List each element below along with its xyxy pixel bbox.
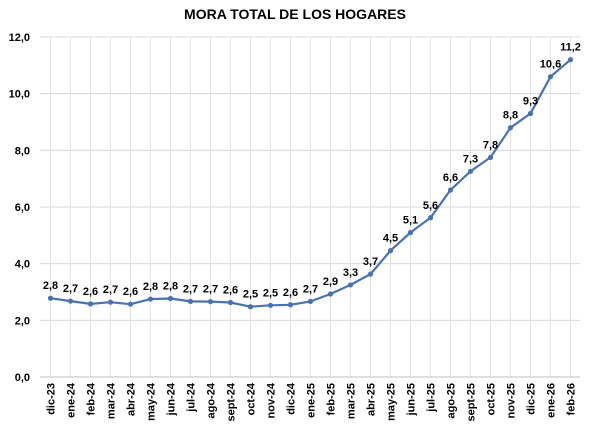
- y-tick-label: 0,0: [15, 372, 30, 384]
- data-point: [407, 229, 414, 236]
- x-tick-label: jun-25: [406, 383, 418, 416]
- x-tick-label: abr-24: [126, 382, 138, 416]
- data-label: 6,6: [443, 172, 458, 184]
- x-tick-label: dic-25: [526, 383, 538, 415]
- x-tick-label: jul-24: [186, 382, 198, 413]
- data-label: 2,7: [63, 283, 78, 295]
- x-tick-label: oct-24: [246, 382, 258, 415]
- data-label: 2,7: [203, 284, 218, 296]
- data-label: 10,6: [540, 59, 561, 71]
- data-point: [387, 248, 394, 254]
- data-point: [467, 168, 474, 174]
- data-label: 2,5: [263, 287, 278, 299]
- data-label: 2,7: [183, 283, 198, 295]
- data-label: 7,8: [483, 139, 498, 151]
- data-label: 5,6: [423, 200, 438, 212]
- data-label: 5,1: [403, 215, 418, 227]
- data-label: 2,9: [323, 276, 338, 288]
- data-point: [187, 298, 194, 304]
- data-label: 8,8: [503, 110, 518, 122]
- data-point: [527, 110, 534, 117]
- data-point: [207, 299, 214, 305]
- y-tick-label: 2,0: [15, 315, 30, 327]
- data-point: [507, 125, 514, 131]
- data-point: [567, 57, 574, 63]
- data-point: [147, 296, 154, 302]
- data-point: [427, 215, 434, 221]
- x-tick-label: sept-24: [226, 382, 238, 421]
- data-label: 2,6: [123, 286, 138, 298]
- data-label: 2,8: [143, 281, 158, 293]
- x-tick-label: oct-25: [486, 383, 498, 415]
- x-tick-label: jul-25: [426, 383, 438, 413]
- data-label: 2,6: [223, 284, 238, 296]
- x-tick-label: abr-25: [366, 383, 378, 416]
- x-tick-label: dic-23: [46, 383, 58, 415]
- data-label: 3,3: [343, 267, 358, 279]
- data-label: 2,5: [243, 289, 258, 301]
- data-label: 3,7: [363, 256, 378, 268]
- data-point: [367, 271, 374, 277]
- y-tick-label: 12,0: [9, 32, 30, 44]
- data-point: [347, 282, 354, 288]
- x-tick-label: nov-25: [506, 383, 518, 418]
- x-tick-label: may-24: [146, 382, 158, 421]
- x-tick-label: sept-25: [466, 383, 478, 422]
- data-point: [87, 301, 94, 307]
- data-point: [247, 304, 254, 310]
- chart-title: MORA TOTAL DE LOS HOGARES: [184, 6, 406, 22]
- x-tick-label: may-25: [386, 383, 398, 421]
- data-label: 2,8: [43, 280, 58, 292]
- data-label: 7,3: [463, 153, 478, 165]
- data-label: 9,3: [523, 96, 538, 108]
- x-tick-label: feb-26: [566, 383, 578, 415]
- y-tick-label: 6,0: [15, 202, 30, 214]
- data-label: 2,6: [283, 287, 298, 299]
- x-tick-label: jun-24: [166, 382, 178, 416]
- y-tick-label: 8,0: [15, 145, 30, 157]
- data-point: [67, 298, 74, 304]
- data-label: 4,5: [383, 233, 398, 245]
- y-tick-label: 10,0: [9, 89, 30, 101]
- x-tick-label: ago-25: [446, 383, 458, 418]
- data-point: [547, 74, 554, 80]
- data-point: [47, 295, 54, 301]
- x-tick-label: ene-25: [306, 383, 318, 418]
- data-point: [327, 291, 334, 297]
- data-point: [487, 154, 494, 161]
- data-point: [127, 301, 134, 307]
- data-point: [107, 299, 114, 305]
- data-point: [447, 187, 454, 193]
- data-label: 2,7: [103, 284, 118, 296]
- x-tick-label: feb-25: [326, 383, 338, 415]
- x-tick-label: feb-24: [86, 382, 98, 415]
- x-tick-label: mar-24: [106, 382, 118, 419]
- x-tick-label: mar-25: [346, 383, 358, 419]
- data-point: [287, 302, 294, 308]
- x-tick-label: ene-26: [546, 383, 558, 418]
- data-label: 2,8: [163, 281, 178, 293]
- data-label: 2,7: [303, 283, 318, 295]
- data-point: [267, 302, 274, 308]
- y-tick-label: 4,0: [15, 259, 30, 271]
- data-label: 2,6: [83, 286, 98, 298]
- data-point: [307, 298, 314, 304]
- x-tick-label: ago-24: [206, 382, 218, 418]
- data-point: [167, 295, 174, 302]
- x-tick-label: dic-24: [286, 382, 298, 415]
- data-label: 11,2: [560, 42, 581, 54]
- data-point: [227, 299, 234, 306]
- x-tick-label: nov-24: [266, 382, 278, 418]
- x-tick-label: ene-24: [66, 382, 78, 418]
